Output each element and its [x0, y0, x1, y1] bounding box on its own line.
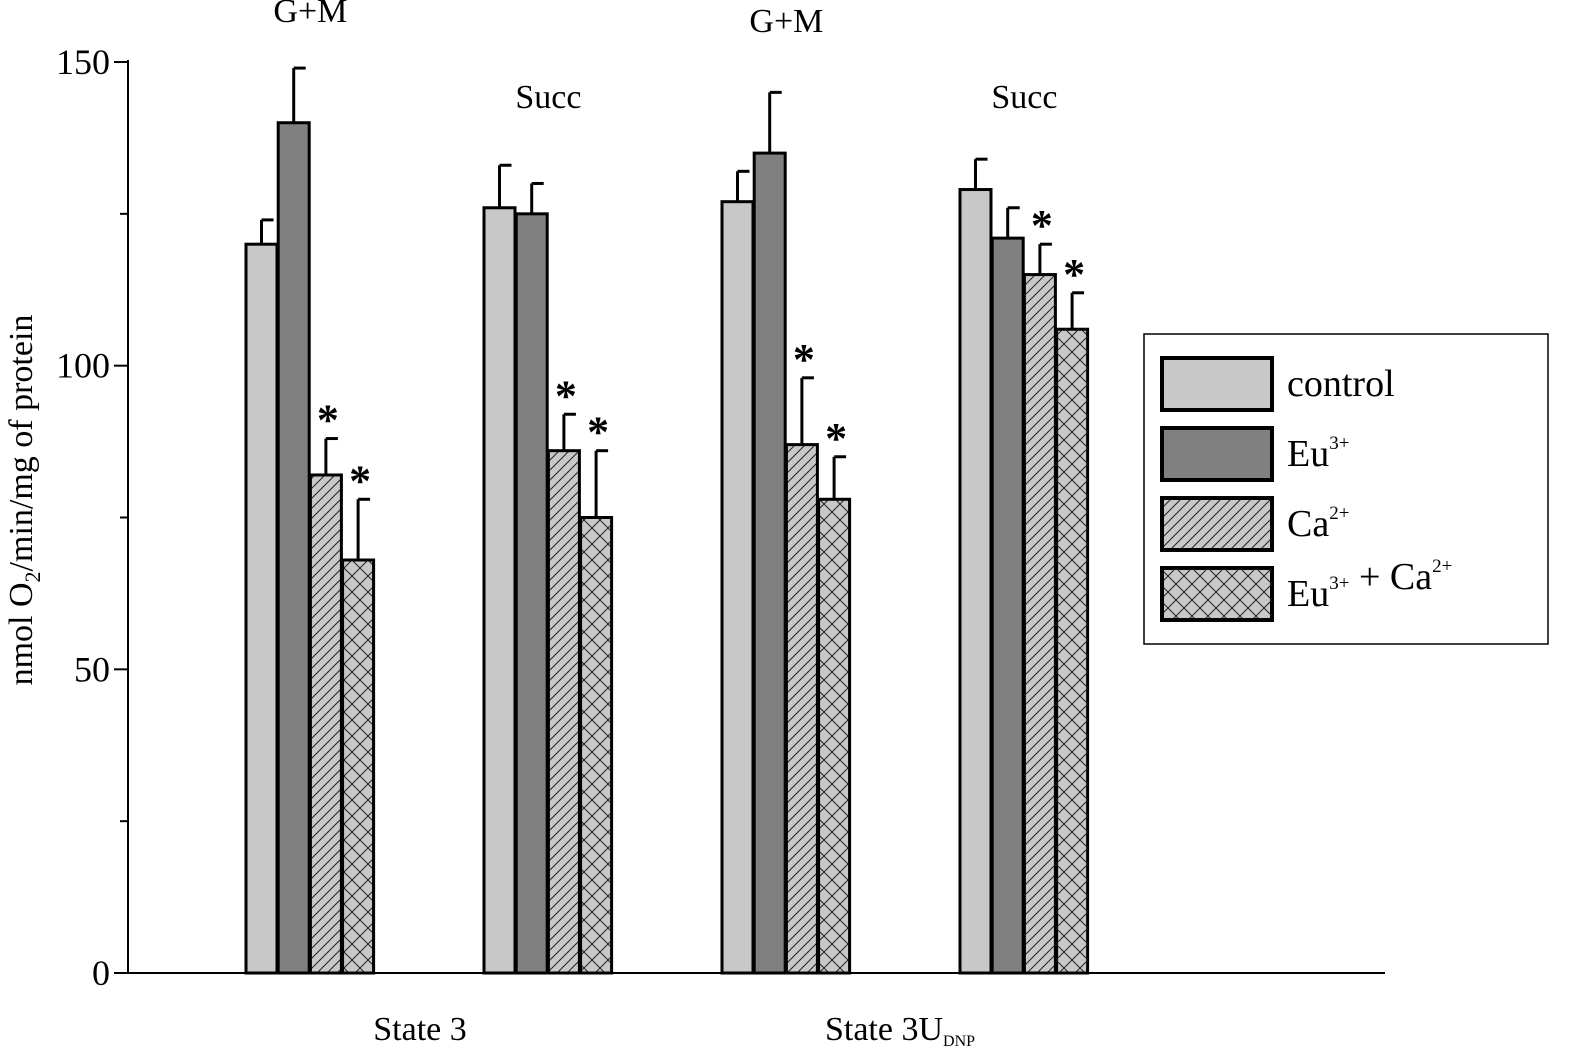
- bar: [276, 121, 311, 975]
- bar: [958, 188, 993, 975]
- significance-asterisk: *: [587, 408, 609, 457]
- significance-asterisk: *: [349, 456, 371, 505]
- significance-asterisk: *: [555, 371, 577, 420]
- legend-label: Ca2+: [1287, 503, 1349, 545]
- y-tick-label: 50: [74, 649, 110, 689]
- bar: [579, 516, 614, 975]
- x-category-label: State 3: [373, 1011, 466, 1048]
- bar: [1055, 327, 1090, 975]
- bar: [752, 151, 787, 975]
- group-substrate-label: G+M: [273, 0, 347, 30]
- x-category-label: State 3UDNP: [825, 1011, 975, 1050]
- group-substrate-label: G+M: [749, 3, 823, 40]
- legend-swatch: [1160, 496, 1274, 552]
- legend-swatch: [1160, 566, 1274, 622]
- significance-asterisk: *: [317, 396, 339, 445]
- significance-asterisk: *: [825, 414, 847, 463]
- bar: [308, 473, 343, 975]
- y-tick-label: 100: [56, 346, 110, 386]
- legend-label: control: [1287, 363, 1395, 405]
- bar: [341, 558, 376, 975]
- bar: [546, 449, 581, 975]
- bar: [244, 242, 279, 975]
- y-tick-label: 150: [56, 42, 110, 82]
- legend-swatch: [1160, 356, 1274, 412]
- bars: G+M**Succ**G+M**Succ**: [244, 0, 1090, 975]
- y-tick-label: 0: [92, 953, 110, 993]
- legend-label: Eu3+ + Ca2+: [1287, 556, 1452, 615]
- bar: [1022, 273, 1057, 975]
- legend-label: Eu3+: [1287, 433, 1349, 475]
- bar: [784, 443, 819, 975]
- y-axis-label: nmol O2/min/mg of protein: [3, 315, 45, 686]
- bar: [817, 497, 852, 975]
- bar: [720, 200, 755, 975]
- significance-asterisk: *: [1031, 201, 1053, 250]
- legend: control Eu3+ Ca2+ Eu3+ + Ca2+: [1143, 333, 1549, 645]
- significance-asterisk: *: [793, 335, 815, 384]
- bar: [482, 206, 517, 975]
- axes: 0 50 100 150 nmol O2/min/mg of protein State …: [3, 42, 1385, 1050]
- significance-asterisk: *: [1063, 250, 1085, 299]
- bar: [990, 236, 1025, 975]
- group-substrate-label: Succ: [515, 79, 581, 116]
- legend-swatch: [1160, 426, 1274, 482]
- bar: [514, 212, 549, 975]
- group-substrate-label: Succ: [991, 79, 1057, 116]
